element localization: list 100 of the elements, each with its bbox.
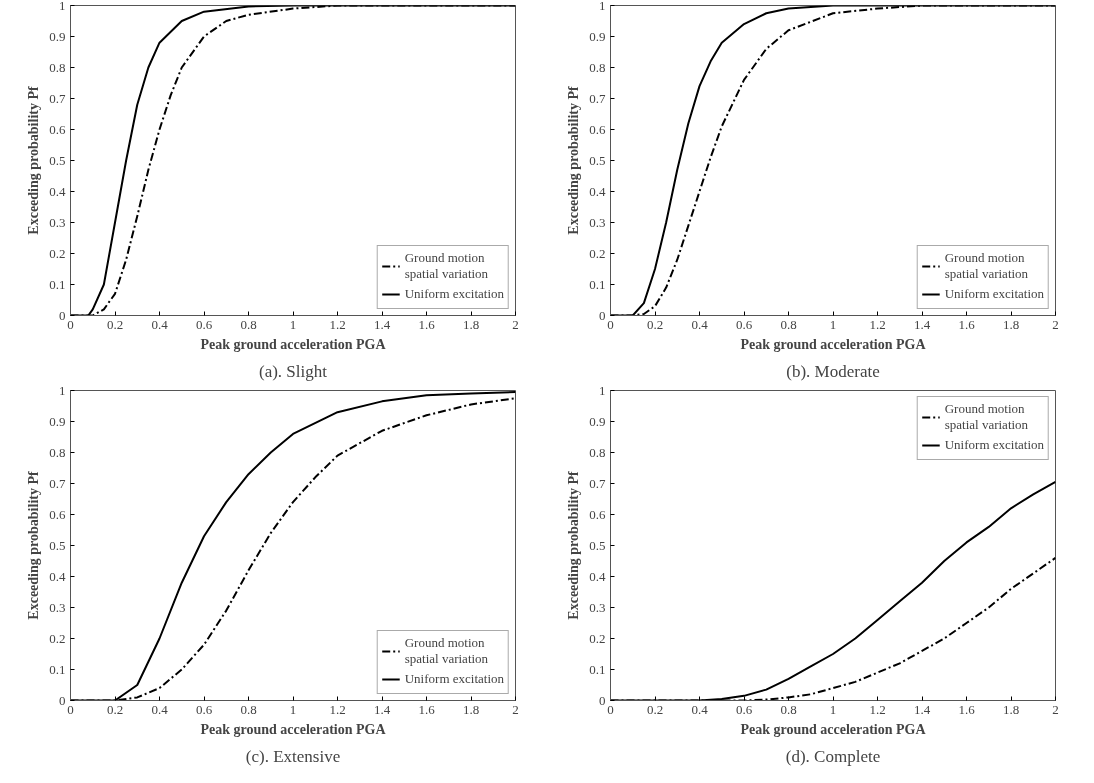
y-tick-label: 0.8	[49, 59, 66, 75]
x-tick-label: 1.6	[958, 316, 976, 332]
y-tick-label: 0.8	[589, 444, 606, 460]
legend-label: Ground motion spatial variation	[404, 250, 489, 282]
legend-label: Uniform excitation	[944, 437, 1044, 453]
y-tick-label: 0.2	[49, 630, 66, 646]
x-tick-label: 0.8	[780, 316, 797, 332]
x-tick-label: 1.2	[869, 701, 886, 717]
text: (a). Slight	[259, 361, 328, 381]
x-tick-label: 0.6	[735, 316, 753, 332]
legend-label: Ground motion spatial variation	[944, 401, 1029, 433]
y-tick-label: 0.9	[49, 413, 66, 429]
y-tick-label: 0.6	[49, 506, 66, 522]
x-axis-title: Peak ground acceleration PGA	[200, 721, 387, 737]
legend-label: Uniform excitation	[944, 286, 1044, 302]
y-tick-label: 0.9	[589, 413, 606, 429]
y-tick-label: 0.5	[49, 537, 66, 553]
y-tick-label: 0.3	[589, 599, 606, 615]
y-axis-title: Exceeding probability Pf	[566, 86, 582, 235]
y-tick-label: 0.6	[589, 506, 606, 522]
legend-label: Ground motion spatial variation	[404, 635, 489, 667]
x-tick-label: 1.4	[373, 701, 391, 717]
x-tick-label: 1.2	[329, 316, 346, 332]
y-tick-label: 0.7	[589, 475, 606, 491]
y-tick-label: 0.4	[589, 183, 606, 199]
y-tick-label: 0.7	[589, 90, 606, 106]
x-tick-label: 1.8	[462, 701, 480, 717]
y-tick-label: 0.5	[589, 537, 606, 553]
x-tick-label: 0.8	[240, 701, 257, 717]
y-tick-label: 1	[599, 0, 606, 13]
y-tick-label: 0.6	[49, 121, 66, 137]
y-tick-label: 0.3	[49, 214, 66, 230]
y-tick-label: 0.4	[589, 568, 606, 584]
x-tick-label: 0.2	[646, 701, 664, 717]
x-tick-label: 1.8	[1002, 701, 1020, 717]
y-tick-label: 0.7	[49, 475, 66, 491]
x-tick-label: 2	[512, 316, 519, 332]
x-tick-label: 2	[1052, 701, 1059, 717]
y-axis-title: Exceeding probability Pf	[566, 471, 582, 620]
x-tick-label: 0.4	[151, 701, 169, 717]
legend-label: Uniform excitation	[404, 671, 504, 687]
x-tick-label: 0.2	[106, 701, 124, 717]
x-tick-label: 1.4	[373, 316, 391, 332]
y-tick-label: 0.5	[49, 152, 66, 168]
x-tick-label: 1	[289, 316, 297, 332]
y-tick-label: 0.2	[49, 245, 66, 261]
x-tick-label: 1.2	[329, 701, 346, 717]
x-tick-label: 0.4	[691, 701, 709, 717]
legend-label: Uniform excitation	[404, 286, 504, 302]
y-axis-title: Exceeding probability Pf	[26, 86, 42, 235]
y-tick-label: 0.1	[49, 661, 66, 677]
legend-label: Ground motion spatial variation	[944, 250, 1029, 282]
y-tick-label: 1	[599, 382, 606, 398]
x-tick-label: 0.8	[780, 701, 797, 717]
x-tick-label: 1.8	[1002, 316, 1020, 332]
x-tick-label: 0.6	[735, 701, 753, 717]
x-tick-label: 1.4	[913, 316, 931, 332]
x-tick-label: 1.4	[913, 701, 931, 717]
x-tick-label: 0.4	[151, 316, 169, 332]
x-axis-title: Peak ground acceleration PGA	[740, 336, 927, 352]
y-tick-label: 0.8	[589, 59, 606, 75]
x-tick-label: 0.4	[691, 316, 709, 332]
x-axis-title: Peak ground acceleration PGA	[200, 336, 387, 352]
x-tick-label: 1.6	[418, 701, 436, 717]
x-tick-label: 0.2	[646, 316, 664, 332]
y-tick-label: 0.9	[49, 28, 66, 44]
x-tick-label: 2	[512, 701, 519, 717]
x-tick-label: 1	[829, 701, 837, 717]
x-tick-label: 1.6	[958, 701, 976, 717]
y-tick-label: 0.1	[49, 276, 66, 292]
y-tick-label: 0.7	[49, 90, 66, 106]
y-tick-label: 0.4	[49, 568, 66, 584]
y-tick-label: 0.5	[589, 152, 606, 168]
x-tick-label: 0.6	[195, 701, 213, 717]
x-axis-title: Peak ground acceleration PGA	[740, 721, 927, 737]
x-tick-label: 0.6	[195, 316, 213, 332]
text: (c). Extensive	[245, 746, 341, 766]
y-tick-label: 0.1	[589, 661, 606, 677]
x-tick-label: 1.2	[869, 316, 886, 332]
y-tick-label: 0.4	[49, 183, 66, 199]
x-tick-label: 1	[289, 701, 297, 717]
y-tick-label: 1	[59, 0, 66, 13]
y-axis-title: Exceeding probability Pf	[26, 471, 42, 620]
text: (d). Complete	[785, 746, 881, 766]
y-tick-label: 0.8	[49, 444, 66, 460]
x-tick-label: 1	[829, 316, 837, 332]
x-tick-label: 2	[1052, 316, 1059, 332]
y-tick-label: 0.9	[589, 28, 606, 44]
y-tick-label: 0.6	[589, 121, 606, 137]
y-tick-label: 0.2	[589, 245, 606, 261]
y-tick-label: 0.3	[589, 214, 606, 230]
text: (b). Moderate	[786, 361, 880, 381]
y-tick-label: 0.3	[49, 599, 66, 615]
x-tick-label: 1.6	[418, 316, 436, 332]
y-tick-label: 0.1	[589, 276, 606, 292]
x-tick-label: 1.8	[462, 316, 480, 332]
y-tick-label: 1	[59, 382, 66, 398]
x-tick-label: 0.2	[106, 316, 124, 332]
x-tick-label: 0.8	[240, 316, 257, 332]
y-tick-label: 0.2	[589, 630, 606, 646]
